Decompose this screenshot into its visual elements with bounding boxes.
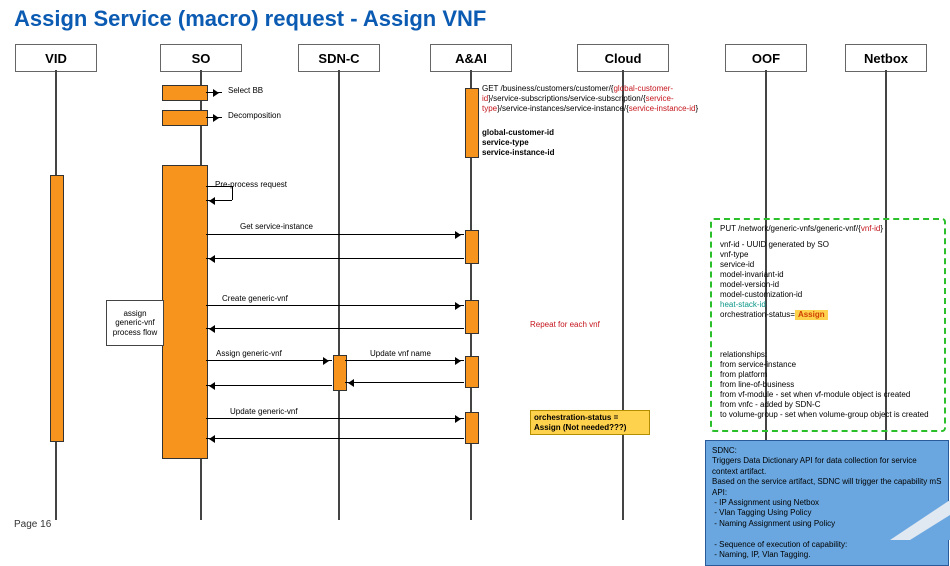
lifeline-sdnc [338,70,340,520]
preproc-loop [232,186,233,200]
arrow-update-name-ret [345,382,464,383]
lane-sdnc: SDN-C [298,44,380,72]
lane-netbox: Netbox [845,44,927,72]
arrow-create-gvnf [206,305,464,306]
msg-preproc: Pre-process request [215,180,287,189]
note-get: GET /business/customers/customer/{global… [482,84,712,114]
aai-act-1 [465,88,479,158]
lane-sdnc-label: SDN-C [318,51,359,66]
arrow-decomp [206,117,222,118]
arrow-update-name [345,360,464,361]
lane-so: SO [160,44,242,72]
msg-decomp: Decomposition [228,111,281,120]
msg-get-si: Get service-instance [240,222,313,231]
vid-activation [50,175,64,442]
lane-netbox-label: Netbox [864,51,908,66]
aai-act-4 [465,356,479,388]
lane-cloud: Cloud [577,44,669,72]
arrow-assign-gvnf-ret [206,385,332,386]
arrow-get-si [206,234,464,235]
msg-create-gvnf: Create generic-vnf [222,294,288,303]
so-act-decomp [162,110,208,126]
lifeline-cloud [622,70,624,520]
note-resp: global-customer-id service-type service-… [482,128,554,158]
lane-vid: VID [15,44,97,72]
arrow-create-gvnf-ret [206,328,464,329]
msg-repeat: Repeat for each vnf [530,320,600,329]
msg-assign-gvnf: Assign generic-vnf [216,349,282,358]
preproc-loop-top [206,186,232,187]
msg-update-gvnf: Update generic-vnf [230,407,298,416]
orch-status-box: orchestration-status = Assign (Not neede… [530,410,650,435]
lane-oof: OOF [725,44,807,72]
arrow-selectbb [206,92,222,93]
aai-act-5 [465,412,479,444]
arrow-update-gvnf-ret [206,438,464,439]
page-number: Page 16 [14,519,51,530]
page-title: Assign Service (macro) request - Assign … [14,6,486,32]
lane-cloud-label: Cloud [605,51,642,66]
sdnc-info-box: SDNC: Triggers Data Dictionary API for d… [705,440,949,566]
arrow-update-gvnf [206,418,464,419]
lane-vid-label: VID [45,51,67,66]
arrow-assign-gvnf [206,360,332,361]
so-act-main [162,165,208,459]
aai-act-2 [465,230,479,264]
so-act-selectbb [162,85,208,101]
process-box-label: assign generic-vnf process flow [109,309,161,337]
aai-act-3 [465,300,479,334]
lane-aai-label: A&AI [455,51,487,66]
msg-selectbb: Select BB [228,86,263,95]
green-dashed-loop [710,218,946,432]
arrow-get-si-ret [206,258,464,259]
lane-aai: A&AI [430,44,512,72]
arrow-preproc-ret [206,200,232,201]
msg-update-name: Update vnf name [370,349,431,358]
lane-oof-label: OOF [752,51,780,66]
lane-so-label: SO [192,51,211,66]
process-box: assign generic-vnf process flow [106,300,164,346]
